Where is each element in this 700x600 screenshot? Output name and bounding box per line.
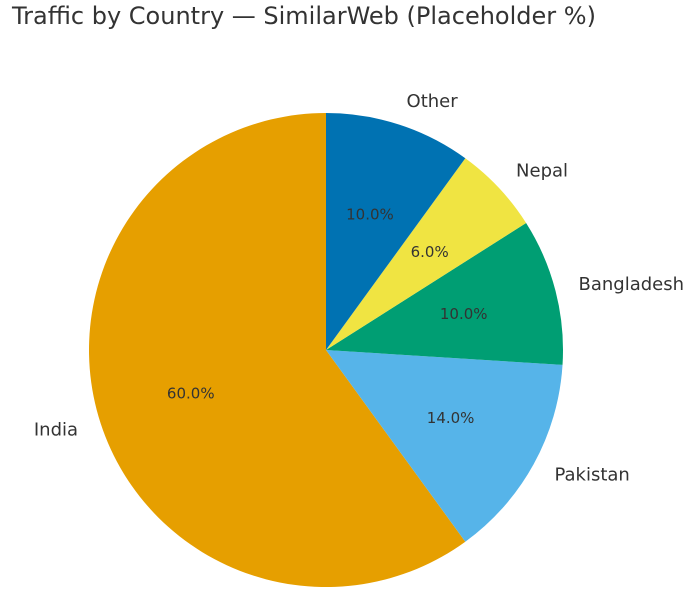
slice-label: Pakistan bbox=[554, 465, 629, 486]
pie-slice bbox=[326, 223, 563, 365]
value-label: 14.0% bbox=[427, 409, 475, 427]
value-label: 10.0% bbox=[440, 305, 488, 323]
value-label: 6.0% bbox=[411, 243, 449, 261]
slice-label: Other bbox=[407, 91, 459, 112]
slice-label: Nepal bbox=[516, 161, 568, 182]
value-label: 60.0% bbox=[167, 384, 215, 402]
pie-slice bbox=[326, 113, 466, 350]
slice-label: Bangladesh bbox=[579, 274, 685, 295]
pie-slice bbox=[88, 113, 466, 587]
value-label: 10.0% bbox=[346, 205, 394, 223]
pie-slice bbox=[326, 350, 563, 542]
slice-label: India bbox=[34, 420, 78, 441]
pie-slice bbox=[326, 158, 527, 350]
chart-title: Traffic by Country — SimilarWeb (Placeho… bbox=[11, 2, 596, 30]
